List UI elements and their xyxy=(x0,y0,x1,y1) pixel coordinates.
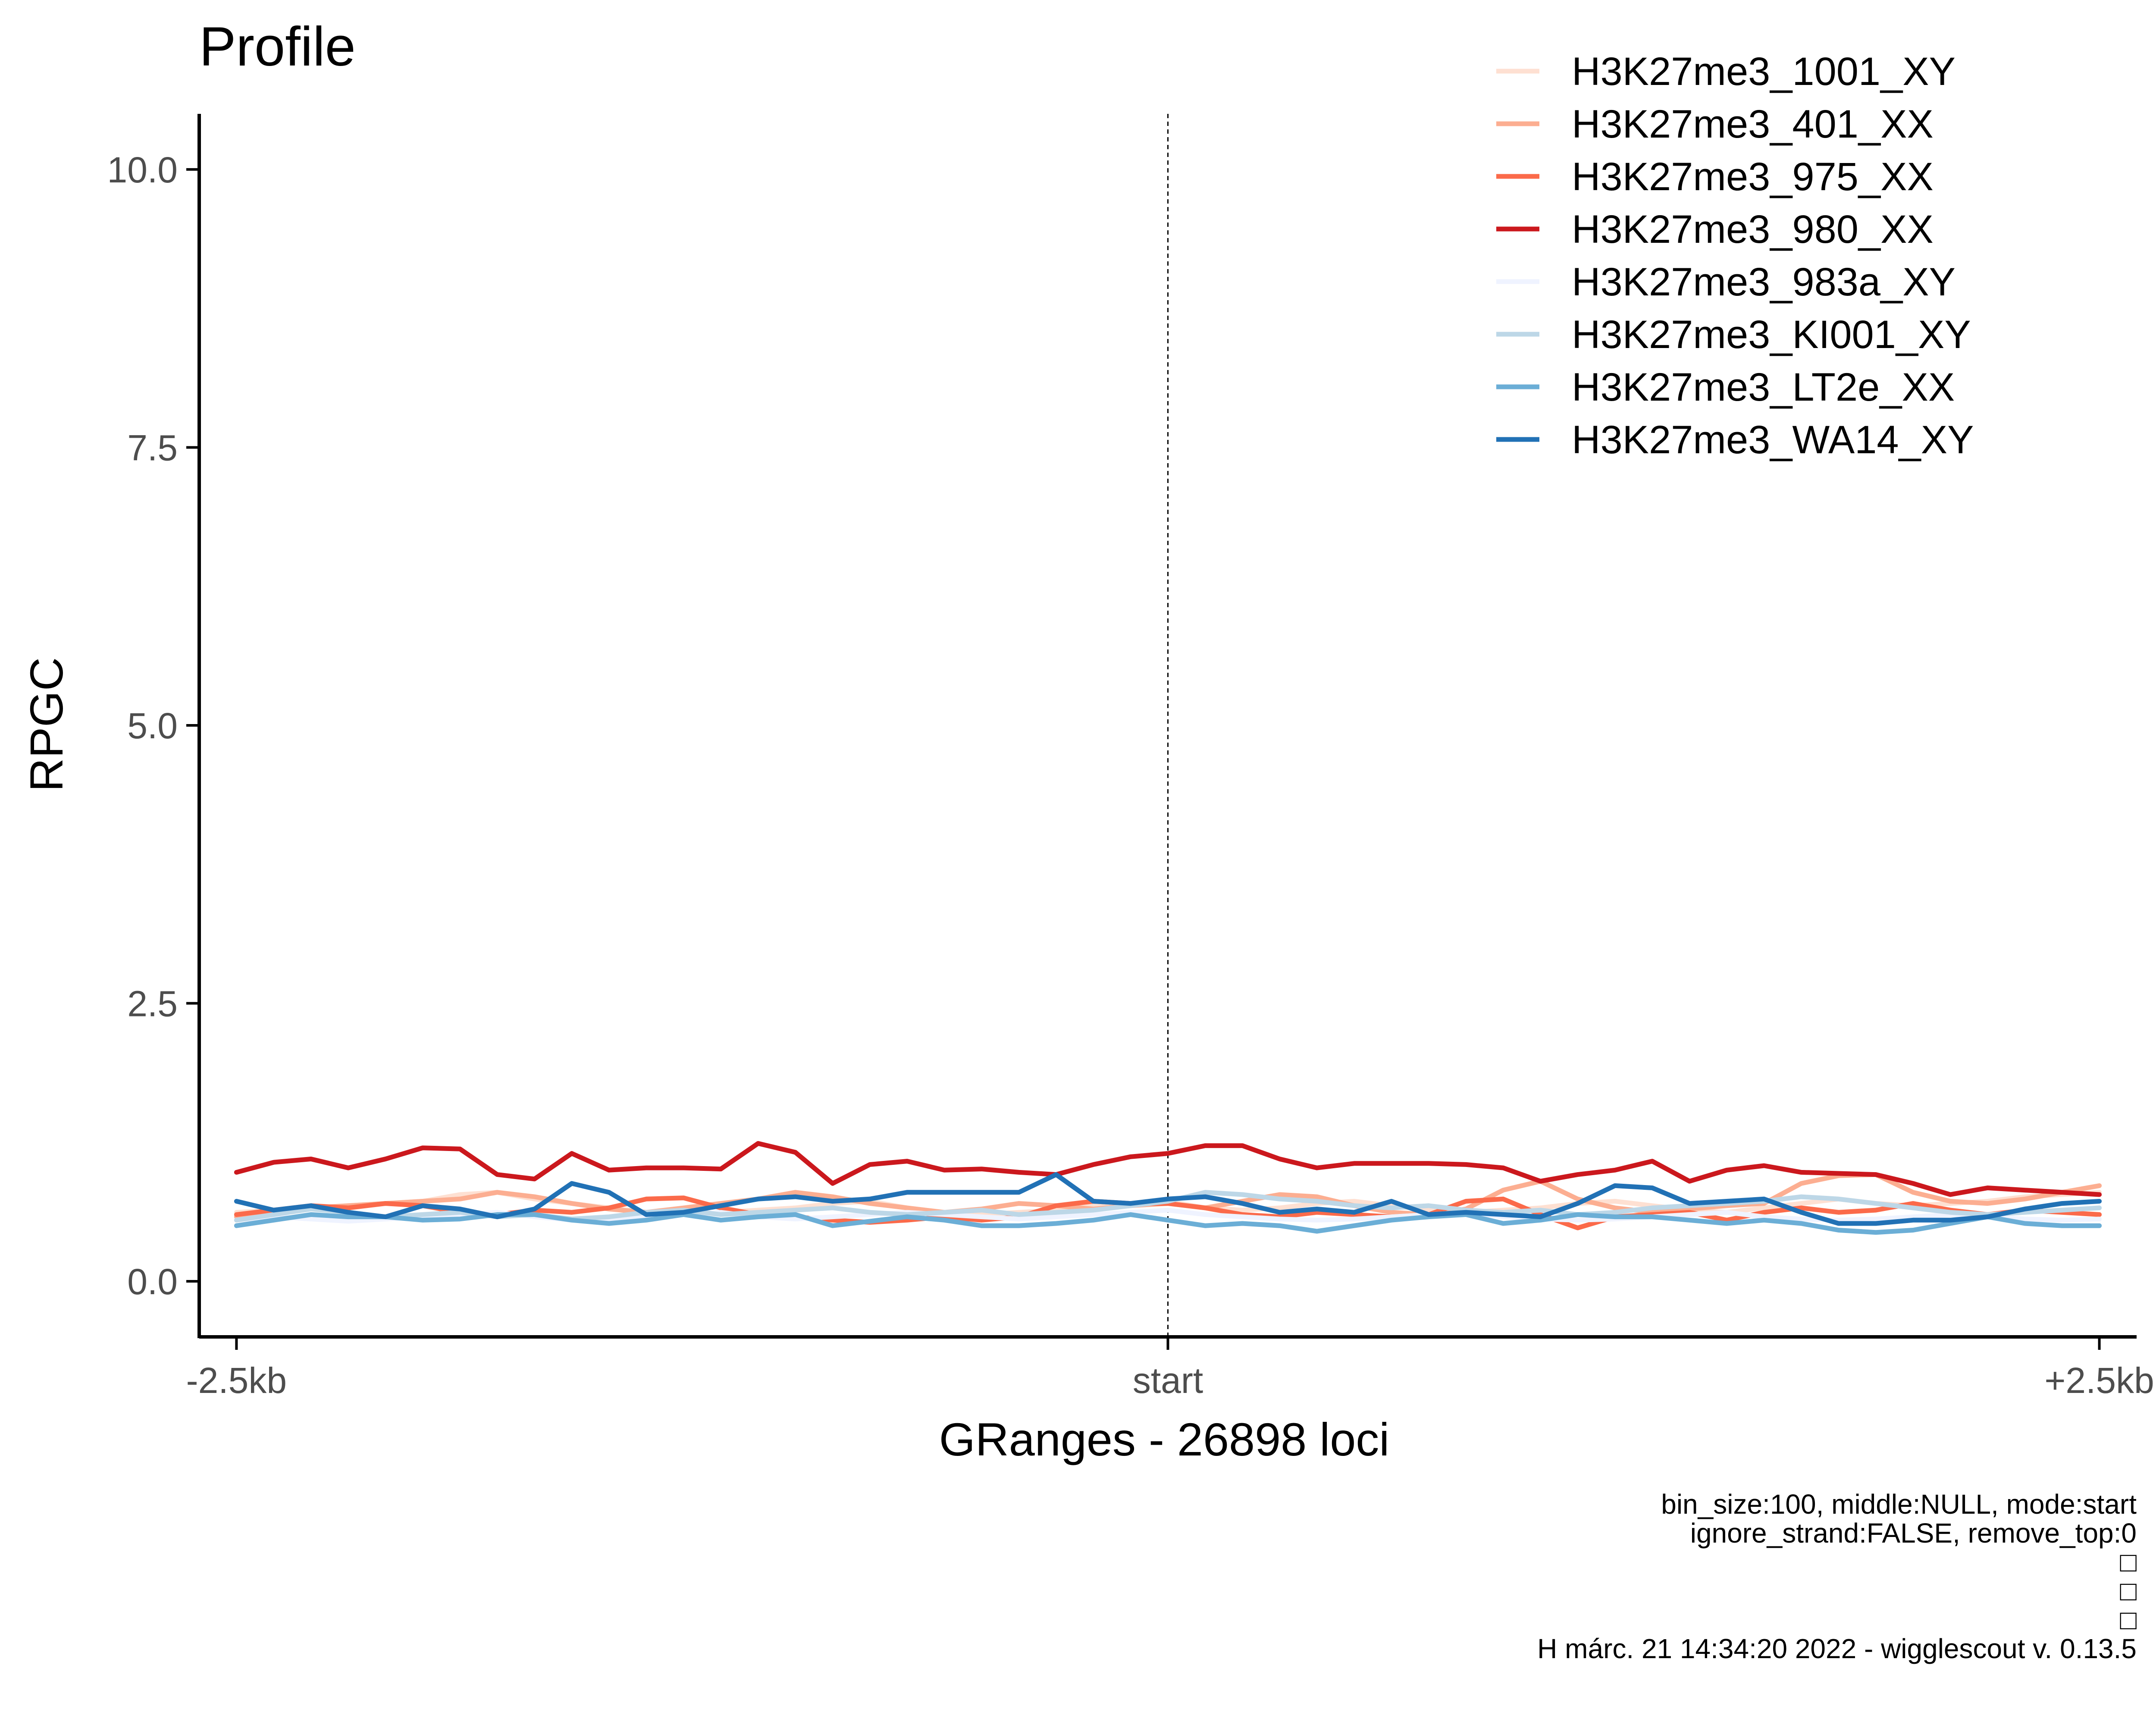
legend-label: H3K27me3_401_XX xyxy=(1572,102,1934,146)
series-line-3 xyxy=(234,1141,2102,1197)
legend-label: H3K27me3_KI001_XY xyxy=(1572,313,1971,357)
x-tick-label: +2.5kb xyxy=(2044,1360,2154,1401)
legend-label: H3K27me3_LT2e_XX xyxy=(1572,365,1955,409)
caption-line: □ xyxy=(2120,1546,2137,1578)
y-tick-label: 5.0 xyxy=(127,706,178,746)
series-line-7 xyxy=(234,1172,2102,1226)
plot-area xyxy=(234,114,2102,1337)
y-tick-label: 7.5 xyxy=(127,427,178,468)
series-lines xyxy=(234,1141,2102,1235)
legend-label: H3K27me3_983a_XY xyxy=(1572,260,1955,304)
legend-label: H3K27me3_975_XX xyxy=(1572,155,1934,199)
y-axis-label: RPGC xyxy=(20,657,72,792)
chart-title: Profile xyxy=(199,16,356,78)
series-line-6 xyxy=(234,1212,2102,1235)
caption-line: □ xyxy=(2120,1575,2137,1606)
legend: H3K27me3_1001_XY H3K27me3_401_XX H3K27me3_… xyxy=(1496,50,1974,462)
legend-label: H3K27me3_980_XX xyxy=(1572,207,1934,251)
legend-label: H3K27me3_1001_XY xyxy=(1572,50,1955,94)
caption-line: H márc. 21 14:34:20 2022 - wigglescout v… xyxy=(1537,1633,2137,1664)
legend-label: H3K27me3_WA14_XY xyxy=(1572,418,1974,462)
y-tick-label: 0.0 xyxy=(127,1261,178,1302)
x-axis-ticks: -2.5kb start +2.5kb xyxy=(186,1337,2154,1401)
caption: bin_size:100, middle:NULL, mode:startign… xyxy=(1537,1489,2137,1664)
caption-line: □ xyxy=(2120,1604,2137,1635)
y-axis-ticks: 0.0 2.5 5.0 7.5 10.0 xyxy=(107,150,199,1302)
x-tick-label: -2.5kb xyxy=(186,1360,287,1401)
x-tick-label: start xyxy=(1133,1360,1203,1401)
x-axis-label: GRanges - 26898 loci xyxy=(939,1413,1390,1465)
caption-line: bin_size:100, middle:NULL, mode:start xyxy=(1661,1489,2137,1520)
y-tick-label: 2.5 xyxy=(127,984,178,1024)
y-tick-label: 10.0 xyxy=(107,150,178,190)
caption-line: ignore_strand:FALSE, remove_top:0 xyxy=(1690,1518,2137,1549)
